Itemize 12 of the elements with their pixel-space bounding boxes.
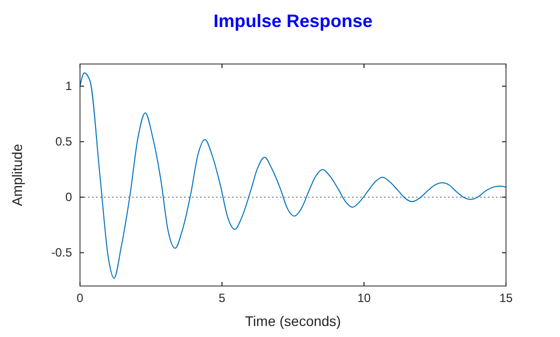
x-tick-label: 15	[499, 291, 513, 305]
y-tick-label: 1	[65, 79, 72, 94]
y-axis-title: Amplitude	[9, 144, 25, 206]
chart-title: Impulse Response	[213, 11, 373, 31]
x-tick-label: 0	[76, 291, 84, 305]
line-series	[80, 72, 506, 279]
x-tick-label: 5	[218, 291, 226, 305]
y-tick-label: 0	[65, 190, 72, 204]
x-axis-title: Time (seconds)	[245, 313, 341, 329]
y-tick-label: -0.5	[51, 246, 72, 260]
x-tick-label: 10	[357, 291, 371, 305]
y-tick-label: 0.5	[55, 134, 72, 149]
